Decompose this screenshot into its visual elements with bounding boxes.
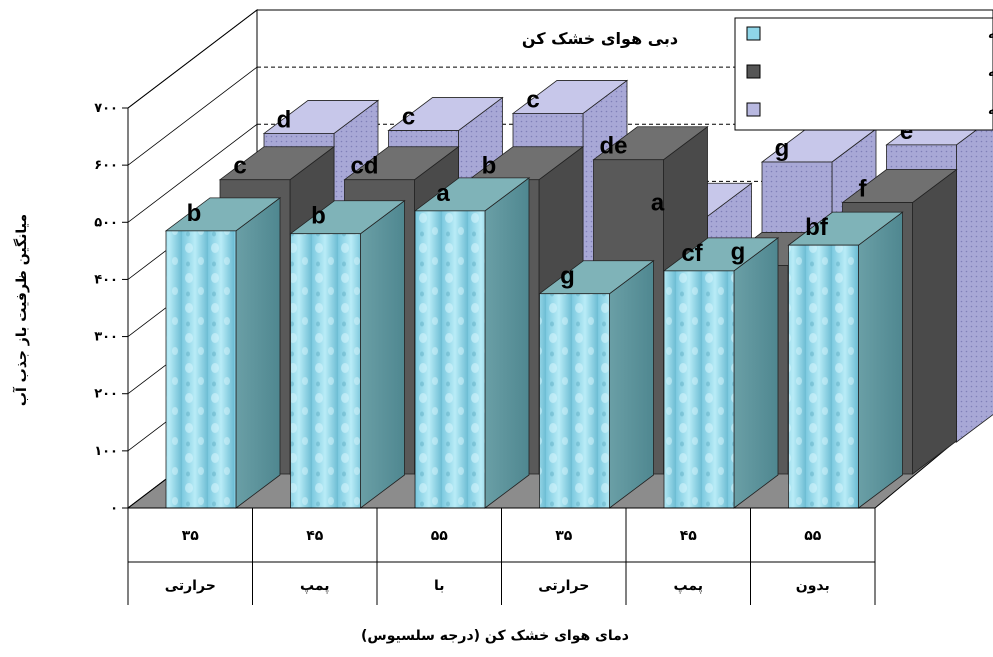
legend-swatch [746, 102, 761, 117]
category-group-label: بدون [796, 578, 830, 594]
legend-label: دبی ۰/۰۲۴ مترمکعب بر ثانیه [988, 27, 993, 42]
significance-letter: b [482, 153, 497, 180]
significance-letter: b [311, 203, 326, 230]
legend: دبی ۰/۰۲۴ مترمکعب بر ثانیه دبی ۰/۰۱۶ مترم… [734, 17, 993, 131]
significance-letter: de [599, 133, 627, 160]
y-tick-label: ۴۰۰ [94, 272, 118, 287]
significance-letter: cf [681, 240, 703, 267]
significance-letter: c [402, 104, 415, 131]
y-tick-label: ۰ [110, 501, 118, 516]
y-tick-label: ۶۰۰ [94, 158, 118, 173]
y-tick-label: ۲۰۰ [94, 387, 118, 402]
significance-letter: d [277, 106, 292, 133]
legend-item: دبی ۰/۰۰۸ مترمکعب بر ثانیه [746, 102, 993, 118]
chart-title: دبی هوای خشک کن [522, 29, 678, 48]
y-axis: ۰ ۱۰۰ ۲۰۰ ۳۰۰ ۴۰۰ ۵۰۰ ۶۰۰ ۷۰۰ [94, 101, 129, 516]
legend-label: دبی ۰/۰۱۶ مترمکعب بر ثانیه [988, 65, 993, 80]
category-temp-label: ۳۵ [555, 528, 573, 544]
bar [538, 259, 655, 509]
bars [164, 79, 993, 509]
significance-letter: g [560, 263, 575, 290]
category-group-label: حرارتی [538, 578, 589, 594]
category-temp-label: ۵۵ [431, 528, 449, 544]
bar [662, 237, 780, 509]
category-table: ۳۵ حرارتی ۴۵ پمپ ۵۵ با ۳۵ حرارتی ۴۵ پمپ ۵۵ بدون [127, 507, 876, 605]
significance-letter: cd [350, 153, 378, 180]
x-axis-title: دمای هوای خشک کن (درجه سلسیوس) [361, 628, 629, 644]
wall-gridline [127, 66, 258, 166]
bar [164, 197, 282, 509]
legend-swatch [746, 64, 761, 79]
significance-letter: c [233, 153, 246, 180]
y-tick-label: ۷۰۰ [94, 101, 118, 116]
significance-letter: c [526, 86, 539, 113]
y-tick-label: ۵۰۰ [94, 215, 118, 230]
y-tick-label: ۱۰۰ [94, 444, 118, 459]
wall-gridline [127, 123, 258, 223]
bar [787, 211, 904, 509]
legend-item: دبی ۰/۰۲۴ مترمکعب بر ثانیه [746, 26, 993, 42]
category-group-label: با [434, 578, 445, 594]
wall-gridline [127, 9, 258, 109]
category-temp-label: ۴۵ [306, 528, 324, 544]
y-tick-label: ۳۰۰ [94, 330, 118, 345]
significance-letter: b [187, 200, 202, 227]
legend-item: دبی ۰/۰۱۶ مترمکعب بر ثانیه [746, 64, 993, 80]
category-temp-label: ۴۵ [680, 528, 698, 544]
category-group-label: حرارتی [165, 578, 216, 594]
category-group-label: پمپ [674, 578, 703, 594]
y-axis-title: میانگین ظرفیت باز جذب آب [12, 214, 30, 406]
significance-letter: g [731, 238, 746, 265]
bar [413, 177, 531, 509]
significance-letter: a [651, 189, 665, 216]
significance-letter: bf [805, 214, 829, 241]
category-group-label: پمپ [300, 578, 329, 594]
legend-box [734, 17, 993, 131]
legend-label: دبی ۰/۰۰۸ مترمکعب بر ثانیه [988, 103, 993, 118]
significance-letter: g [775, 135, 790, 162]
significance-letter: a [436, 180, 450, 207]
category-temp-label: ۵۵ [804, 528, 822, 544]
category-temp-label: ۳۵ [182, 528, 200, 544]
bar [289, 199, 406, 509]
significance-letter: f [859, 176, 868, 203]
legend-swatch [746, 26, 761, 41]
